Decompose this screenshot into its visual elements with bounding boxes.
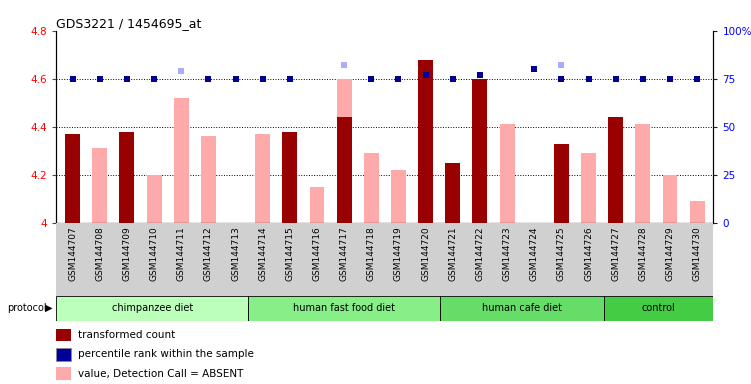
Text: human fast food diet: human fast food diet bbox=[293, 303, 395, 313]
Text: GSM144713: GSM144713 bbox=[231, 227, 240, 281]
Bar bbox=[581, 153, 596, 223]
Text: GSM144708: GSM144708 bbox=[95, 227, 104, 281]
Text: GSM144728: GSM144728 bbox=[638, 227, 647, 281]
Text: GSM144719: GSM144719 bbox=[394, 227, 403, 281]
Text: GSM144712: GSM144712 bbox=[204, 227, 213, 281]
Text: protocol: protocol bbox=[8, 303, 47, 313]
Bar bbox=[56, 223, 713, 296]
Text: GSM144722: GSM144722 bbox=[475, 227, 484, 281]
Text: GSM144710: GSM144710 bbox=[149, 227, 158, 281]
Text: GSM144716: GSM144716 bbox=[312, 227, 321, 281]
Bar bbox=[173, 98, 189, 223]
Bar bbox=[608, 117, 623, 223]
Bar bbox=[472, 79, 487, 223]
Text: GSM144724: GSM144724 bbox=[529, 227, 538, 281]
Bar bbox=[445, 163, 460, 223]
Bar bbox=[689, 201, 704, 223]
Text: value, Detection Call = ABSENT: value, Detection Call = ABSENT bbox=[78, 369, 243, 379]
Bar bbox=[391, 170, 406, 223]
Text: GSM144730: GSM144730 bbox=[692, 227, 701, 281]
Bar bbox=[146, 175, 161, 223]
Text: GDS3221 / 1454695_at: GDS3221 / 1454695_at bbox=[56, 17, 202, 30]
Bar bbox=[56, 296, 248, 321]
Bar bbox=[439, 296, 604, 321]
Bar bbox=[336, 79, 351, 223]
Text: human cafe diet: human cafe diet bbox=[482, 303, 562, 313]
Bar bbox=[119, 132, 134, 223]
Bar bbox=[201, 136, 216, 223]
Text: GSM144725: GSM144725 bbox=[557, 227, 566, 281]
Bar bbox=[662, 175, 677, 223]
Bar bbox=[56, 329, 71, 341]
Bar bbox=[255, 134, 270, 223]
Bar bbox=[554, 144, 569, 223]
Bar bbox=[56, 367, 71, 380]
Text: GSM144720: GSM144720 bbox=[421, 227, 430, 281]
Bar bbox=[499, 124, 514, 223]
Text: ▶: ▶ bbox=[45, 303, 53, 313]
Bar bbox=[635, 124, 650, 223]
Text: GSM144718: GSM144718 bbox=[366, 227, 376, 281]
Bar bbox=[363, 153, 379, 223]
Bar bbox=[56, 348, 71, 361]
Bar bbox=[65, 134, 80, 223]
Bar bbox=[309, 187, 324, 223]
Bar bbox=[248, 296, 439, 321]
Bar bbox=[336, 117, 351, 223]
Bar bbox=[418, 60, 433, 223]
Text: GSM144729: GSM144729 bbox=[665, 227, 674, 281]
Bar bbox=[282, 132, 297, 223]
Text: GSM144717: GSM144717 bbox=[339, 227, 348, 281]
Text: GSM144711: GSM144711 bbox=[176, 227, 185, 281]
Text: GSM144721: GSM144721 bbox=[448, 227, 457, 281]
Text: GSM144707: GSM144707 bbox=[68, 227, 77, 281]
Text: GSM144709: GSM144709 bbox=[122, 227, 131, 281]
Text: GSM144723: GSM144723 bbox=[502, 227, 511, 281]
Text: chimpanzee diet: chimpanzee diet bbox=[112, 303, 193, 313]
Bar bbox=[92, 148, 107, 223]
Text: control: control bbox=[642, 303, 676, 313]
Text: GSM144726: GSM144726 bbox=[584, 227, 593, 281]
Text: GSM144715: GSM144715 bbox=[285, 227, 294, 281]
Text: transformed count: transformed count bbox=[78, 330, 175, 340]
Text: percentile rank within the sample: percentile rank within the sample bbox=[78, 349, 254, 359]
Bar bbox=[604, 296, 713, 321]
Text: GSM144714: GSM144714 bbox=[258, 227, 267, 281]
Text: GSM144727: GSM144727 bbox=[611, 227, 620, 281]
